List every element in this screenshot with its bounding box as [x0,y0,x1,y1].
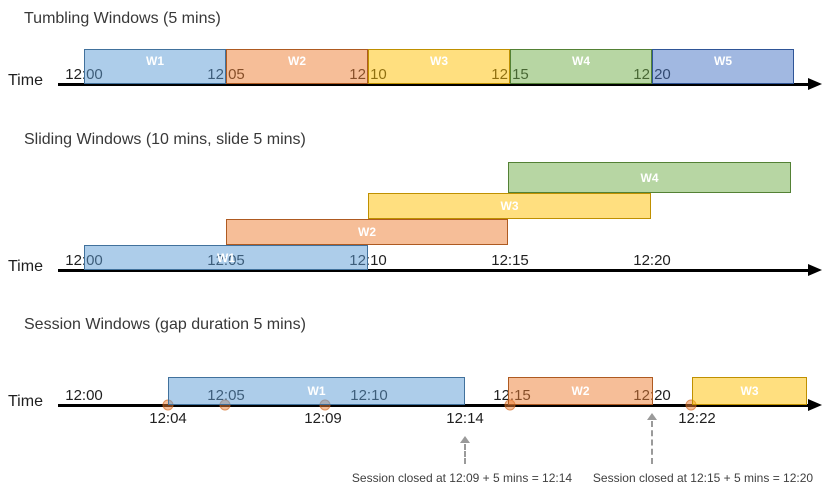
time-axis-label: Time [8,258,43,275]
window-box: W3 [692,377,807,405]
time-axis [58,269,808,272]
diagram-title: Tumbling Windows (5 mins) [24,10,221,27]
axis-arrowhead-icon [808,263,822,276]
window-box: W3 [368,49,510,84]
window-box: W1 [84,245,368,270]
window-label: W4 [640,170,659,185]
window-box: W2 [508,377,653,405]
window-box: W5 [652,49,794,84]
window-label: W2 [358,225,376,239]
window-label: W2 [571,384,590,398]
tick-label: 12:00 [65,387,103,404]
window-label: W3 [740,384,759,398]
event-time-label: 12:22 [678,410,716,427]
diagram-title: Session Windows (gap duration 5 mins) [24,316,306,333]
time-axis [58,404,808,407]
window-box: W1 [84,49,226,84]
event-dot [685,399,697,411]
time-axis-label: Time [8,72,43,89]
axis-arrowhead-icon [808,77,822,90]
window-label: W3 [430,54,448,68]
window-box: W4 [508,162,791,193]
window-box: W2 [226,219,508,245]
annotation-arrow [464,444,466,464]
event-time-label: 12:09 [304,410,342,427]
window-label: W5 [714,54,732,68]
axis-arrowhead-icon [808,398,822,411]
diagram-title: Sliding Windows (10 mins, slide 5 mins) [24,131,306,148]
annotation-arrow [651,421,653,464]
window-box: W3 [368,193,651,219]
window-box: W4 [510,49,652,84]
window-label: W1 [307,384,326,398]
time-axis-label: Time [8,393,43,410]
window-label: W2 [288,54,306,68]
annotation-arrowhead-icon [647,413,657,420]
window-label: W1 [217,250,235,265]
time-axis [58,83,808,86]
window-label: W1 [146,54,164,68]
annotation-arrowhead-icon [460,436,470,443]
event-time-label: 12:14 [446,410,484,427]
window-box: W2 [226,49,368,84]
window-label: W4 [572,54,590,68]
session-annotation: Session closed at 12:15 + 5 mins = 12:20 [592,471,814,485]
window-label: W3 [500,199,519,213]
event-time-label: 12:04 [149,410,187,427]
session-annotation: Session closed at 12:09 + 5 mins = 12:14 [351,471,573,485]
tick-label: 12:15 [491,252,529,269]
tick-label: 12:20 [633,252,671,269]
window-box: W1 [168,377,465,405]
